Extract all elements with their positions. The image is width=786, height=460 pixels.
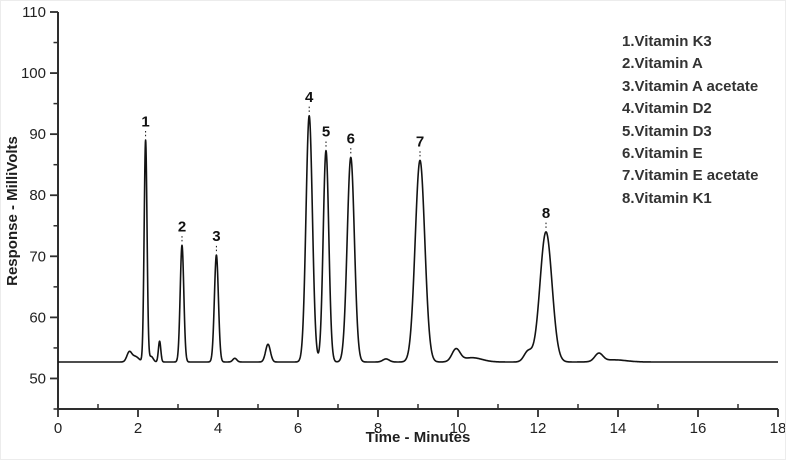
y-tick-label: 80 bbox=[29, 187, 46, 204]
x-tick-label: 16 bbox=[690, 420, 707, 437]
legend-item-vitamin-e: 6.Vitamin E bbox=[622, 145, 703, 163]
y-axis-title: Response - MilliVolts bbox=[4, 136, 21, 286]
y-tick-label: 110 bbox=[22, 4, 46, 21]
legend-item-vitamin-a-acetate: 3.Vitamin A acetate bbox=[622, 77, 759, 95]
peak-number-labels: 1 2 3 4 5 6 7 8 bbox=[141, 89, 550, 252]
x-tick-label: 4 bbox=[214, 420, 222, 437]
axis-ticks bbox=[50, 11, 779, 417]
trace-path bbox=[57, 115, 779, 363]
x-axis-title: Time - Minutes bbox=[366, 429, 471, 446]
legend-item-vitamin-k3: 1.Vitamin K3 bbox=[622, 33, 712, 50]
legend-item-vitamin-d2: 4.Vitamin D2 bbox=[622, 100, 712, 118]
x-tick-label: 10 bbox=[450, 420, 467, 437]
peak-label-7: 7 bbox=[416, 133, 424, 150]
y-tick-label: 70 bbox=[29, 248, 46, 265]
y-tick-label: 60 bbox=[29, 309, 46, 326]
x-tick-label: 14 bbox=[610, 420, 627, 437]
peak-label-5: 5 bbox=[322, 124, 330, 141]
y-tick-label: 100 bbox=[21, 65, 46, 82]
peak-label-2: 2 bbox=[178, 218, 186, 235]
peak-label-8: 8 bbox=[542, 205, 550, 222]
x-tick-label: 2 bbox=[134, 420, 142, 437]
peak-label-4: 4 bbox=[305, 89, 314, 106]
peak-label-1: 1 bbox=[141, 113, 149, 130]
legend-item-vitamin-a: 2.Vitamin A bbox=[622, 55, 703, 73]
x-tick-label: 18 bbox=[770, 420, 786, 437]
x-tick-label: 12 bbox=[530, 420, 547, 437]
x-tick-label: 0 bbox=[54, 420, 62, 437]
x-tick-label: 8 bbox=[374, 420, 382, 437]
legend-item-vitamin-d3: 5.Vitamin D3 bbox=[622, 122, 712, 140]
legend-item-vitamin-e-acetate: 7.Vitamin E acetate bbox=[622, 167, 759, 185]
peak-label-3: 3 bbox=[212, 228, 220, 245]
chromatogram-trace bbox=[57, 115, 779, 363]
x-tick-label: 6 bbox=[294, 420, 302, 437]
peak-label-6: 6 bbox=[347, 130, 355, 147]
peak-legend: 1.Vitamin K3 2.Vitamin A 3.Vitamin A ace… bbox=[622, 31, 758, 210]
y-tick-label: 50 bbox=[29, 370, 46, 387]
legend-item-vitamin-k1: 8.Vitamin K1 bbox=[622, 189, 712, 207]
y-tick-label: 90 bbox=[29, 126, 46, 143]
